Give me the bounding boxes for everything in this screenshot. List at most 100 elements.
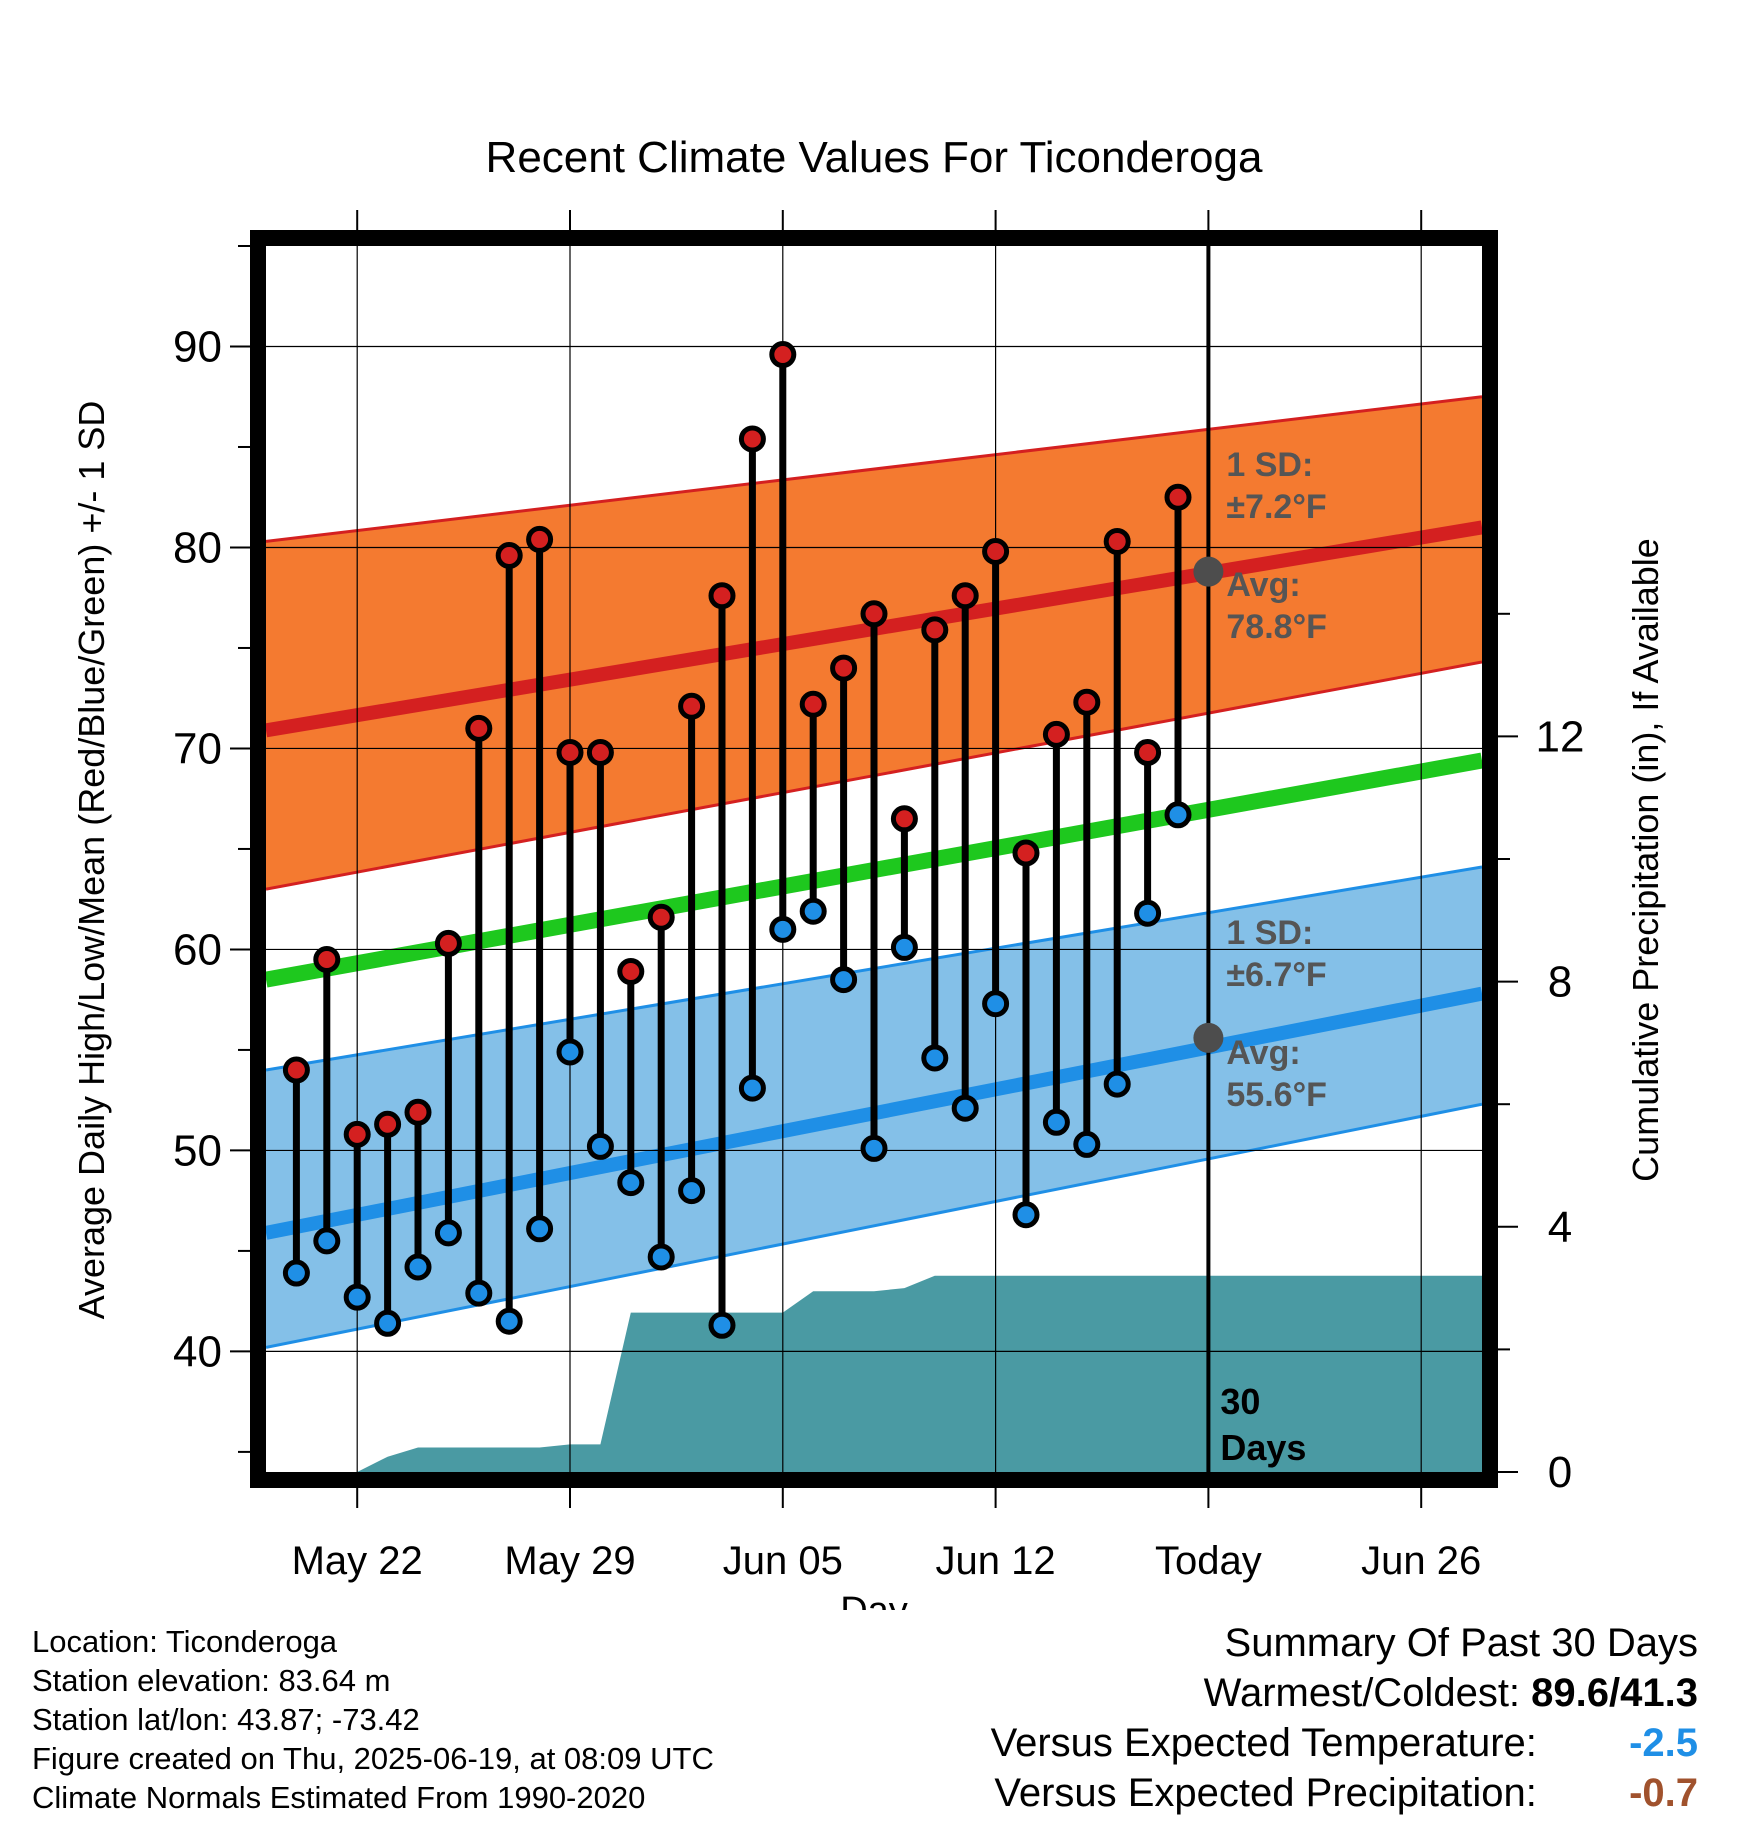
high-point: [617, 958, 645, 986]
temp-row: Versus Expected Temperature: -2.5: [991, 1718, 1698, 1768]
high-point: [313, 945, 341, 973]
precip-value: -0.7: [1629, 1771, 1698, 1815]
y-tick-label: 60: [173, 925, 222, 974]
temp-label: Versus Expected Temperature:: [990, 1721, 1537, 1765]
low-point: [951, 1094, 979, 1122]
high-point: [556, 738, 584, 766]
low-point: [526, 1215, 554, 1243]
high-point: [799, 690, 827, 718]
high-point: [282, 1056, 310, 1084]
high-point: [921, 616, 949, 644]
warm-cold-value: 89.6/41.3: [1531, 1671, 1698, 1715]
low-sd-label: 1 SD:: [1226, 914, 1313, 952]
station-info: Location: Ticonderoga Station elevation:…: [32, 1622, 714, 1817]
location-text: Location: Ticonderoga: [32, 1624, 338, 1659]
y-tick-label: 70: [173, 724, 222, 773]
low-point: [313, 1227, 341, 1255]
y-tick-label: 50: [173, 1126, 222, 1175]
high-avg-label: Avg:: [1226, 566, 1300, 604]
climate-chart: Recent Climate Values For Ticonderoga 1 …: [71, 133, 1666, 1610]
x-tick-label: Jun 26: [1361, 1539, 1481, 1583]
low-point: [738, 1074, 766, 1102]
precipitation-area: [266, 1275, 1482, 1472]
high-point: [1073, 688, 1101, 716]
low-point: [890, 933, 918, 961]
summary-panel: Summary Of Past 30 Days Warmest/Coldest:…: [991, 1618, 1698, 1818]
today-days-count: 30: [1220, 1381, 1260, 1422]
low-point: [921, 1044, 949, 1072]
low-sd-value: ±6.7°F: [1226, 956, 1326, 994]
high-sd-value: ±7.2°F: [1226, 488, 1326, 526]
y2-tick-label: 4: [1548, 1203, 1572, 1252]
today-high-avg-marker: [1193, 556, 1224, 587]
high-point: [465, 714, 493, 742]
y2-axis-label: Cumulative Precipitation (in), If Availa…: [1625, 538, 1666, 1182]
high-point: [647, 903, 675, 931]
y-axis-label: Average Daily High/Low/Mean (Red/Blue/Gr…: [71, 401, 112, 1320]
high-sd-label: 1 SD:: [1226, 446, 1313, 484]
plot-area: 1 SD: ±7.2°F Avg: 78.8°F 1 SD: ±6.7°F Avg: 55.6…: [173, 210, 1584, 1583]
normals-text: Climate Normals Estimated From 1990-2020: [32, 1780, 646, 1815]
warm-cold-label: Warmest/Coldest:: [1203, 1671, 1521, 1715]
low-point: [1164, 801, 1192, 829]
low-point: [647, 1243, 675, 1271]
y-tick-label: 90: [173, 322, 222, 371]
high-point: [343, 1120, 371, 1148]
low-point: [1073, 1130, 1101, 1158]
low-point: [830, 966, 858, 994]
high-point: [495, 542, 523, 570]
high-point: [1042, 720, 1070, 748]
low-point: [282, 1259, 310, 1287]
high-point: [860, 600, 888, 628]
low-point: [982, 990, 1010, 1018]
today-low-avg-marker: [1193, 1022, 1224, 1053]
low-point: [1103, 1070, 1131, 1098]
high-point: [982, 537, 1010, 565]
precip-label: Versus Expected Precipitation:: [994, 1771, 1537, 1815]
high-point: [1103, 527, 1131, 555]
x-axis-label: Day: [840, 1590, 908, 1610]
high-point: [434, 929, 462, 957]
temp-value: -2.5: [1629, 1721, 1698, 1765]
low-point: [495, 1307, 523, 1335]
plot-frame: [250, 230, 1498, 1488]
y-tick-label: 40: [173, 1327, 222, 1376]
low-point: [465, 1279, 493, 1307]
low-point: [343, 1283, 371, 1311]
precip-row: Versus Expected Precipitation: -0.7: [991, 1768, 1698, 1818]
low-normal-band-lower-edge: [266, 1102, 1482, 1349]
low-avg-label: Avg:: [1226, 1034, 1300, 1072]
low-point: [556, 1038, 584, 1066]
high-point: [951, 582, 979, 610]
x-tick-label: Jun 05: [723, 1539, 843, 1583]
latlon-text: Station lat/lon: 43.87; -73.42: [32, 1702, 420, 1737]
high-point: [708, 582, 736, 610]
today-days-word: Days: [1220, 1427, 1306, 1468]
low-point: [799, 897, 827, 925]
high-point: [678, 692, 706, 720]
high-point: [830, 654, 858, 682]
high-point: [1012, 839, 1040, 867]
low-point: [769, 915, 797, 943]
x-tick-label: Jun 12: [936, 1539, 1056, 1583]
high-point: [1134, 738, 1162, 766]
created-text: Figure created on Thu, 2025-06-19, at 08…: [32, 1741, 714, 1776]
low-point: [586, 1132, 614, 1160]
high-point: [526, 525, 554, 553]
high-normal-band-upper-edge: [266, 395, 1482, 543]
summary-heading: Summary Of Past 30 Days: [1224, 1621, 1698, 1665]
high-point: [890, 805, 918, 833]
high-point: [738, 425, 766, 453]
y2-tick-label: 12: [1536, 712, 1585, 761]
high-avg-value: 78.8°F: [1226, 608, 1327, 646]
x-tick-label: May 29: [504, 1539, 635, 1583]
low-point: [1042, 1108, 1070, 1136]
high-point: [586, 738, 614, 766]
high-point: [769, 341, 797, 369]
x-tick-label: Today: [1155, 1539, 1262, 1583]
low-point: [1012, 1201, 1040, 1229]
low-point: [708, 1311, 736, 1339]
x-tick-label: May 22: [292, 1539, 423, 1583]
warm-cold-row: Warmest/Coldest: 89.6/41.3: [991, 1668, 1698, 1718]
low-point: [678, 1177, 706, 1205]
